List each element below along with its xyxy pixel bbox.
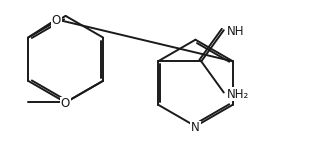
- Text: O: O: [61, 97, 70, 110]
- Text: N: N: [191, 121, 200, 134]
- Text: NH: NH: [227, 25, 245, 38]
- Text: O: O: [52, 14, 61, 27]
- Text: NH₂: NH₂: [227, 88, 249, 101]
